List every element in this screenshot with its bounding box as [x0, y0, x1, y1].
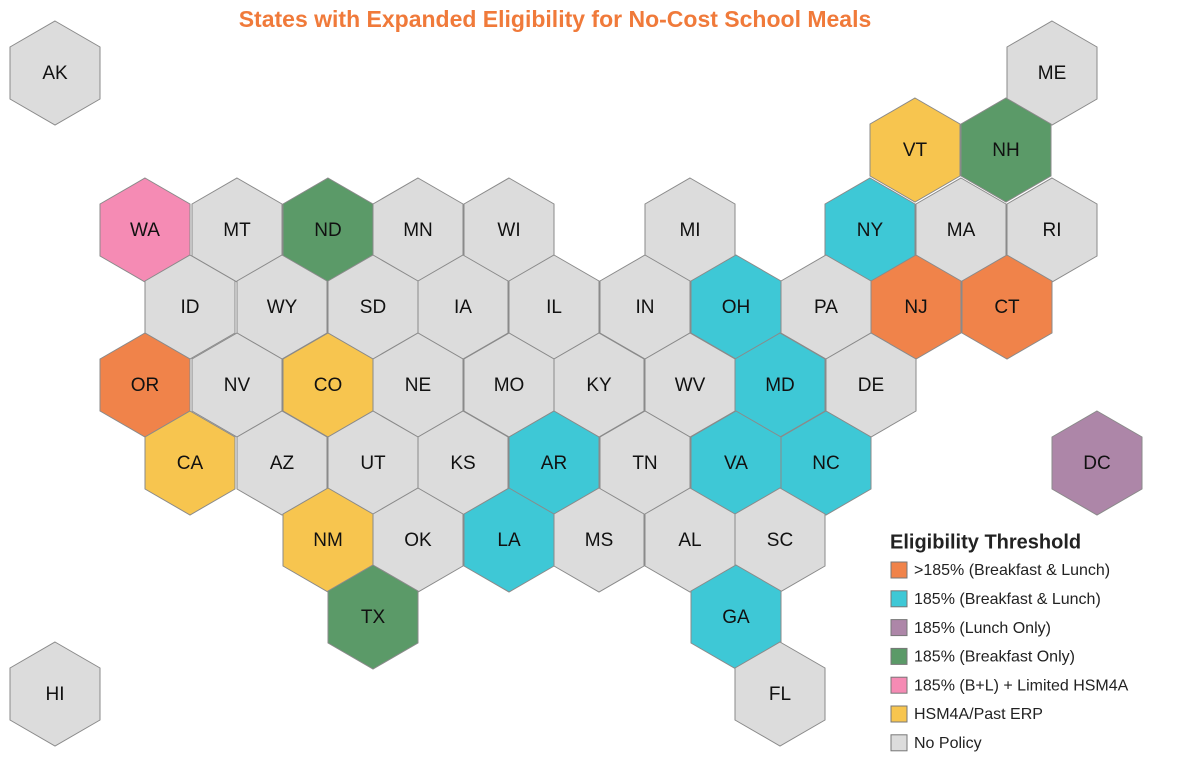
legend-label: 185% (Breakfast Only) — [914, 649, 1075, 666]
legend-label: HSM4A/Past ERP — [914, 706, 1043, 723]
legend-swatch — [890, 734, 908, 752]
state-label: AZ — [270, 453, 295, 474]
state-label: DE — [858, 375, 884, 396]
state-label: MS — [585, 530, 614, 551]
state-label: TN — [632, 453, 657, 474]
state-label: WV — [675, 375, 706, 396]
state-label: RI — [1043, 220, 1062, 241]
state-label: SD — [360, 297, 386, 318]
legend-label: 185% (Lunch Only) — [914, 620, 1051, 637]
state-hex — [961, 254, 1053, 360]
state-label: CT — [994, 297, 1020, 318]
legend-swatch — [890, 590, 908, 608]
state-label: LA — [497, 530, 521, 551]
state-label: CA — [177, 453, 204, 474]
state-label: WA — [130, 220, 160, 241]
state-label: OK — [404, 530, 432, 551]
state-hex — [553, 487, 645, 593]
state-label: KS — [450, 453, 475, 474]
state-label: VA — [724, 453, 748, 474]
state-label: ID — [181, 297, 200, 318]
state-label: MT — [223, 220, 251, 241]
state-label: MI — [679, 220, 700, 241]
state-label: FL — [769, 684, 791, 705]
state-label: OR — [131, 375, 160, 396]
state-label: ME — [1038, 63, 1067, 84]
legend-swatch — [890, 647, 908, 665]
state-hex — [1006, 20, 1098, 126]
state-label: AR — [541, 453, 567, 474]
state-label: NH — [992, 140, 1019, 161]
state-hex — [780, 410, 872, 516]
state-label: MN — [403, 220, 433, 241]
state-label: NC — [812, 453, 839, 474]
state-label: KY — [586, 375, 612, 396]
state-hex — [327, 564, 419, 670]
state-label: OH — [722, 297, 751, 318]
legend-swatch — [890, 619, 908, 637]
state-label: IN — [636, 297, 655, 318]
state-hex — [734, 641, 826, 747]
state-hex — [9, 641, 101, 747]
state-hex — [1051, 410, 1143, 516]
state-label: PA — [814, 297, 838, 318]
state-label: DC — [1083, 453, 1110, 474]
legend-label: 185% (B+L) + Limited HSM4A — [914, 677, 1129, 694]
state-label: MA — [947, 220, 976, 241]
state-label: WI — [497, 220, 520, 241]
legend-label: 185% (Breakfast & Lunch) — [914, 591, 1101, 608]
state-label: NE — [405, 375, 431, 396]
state-label: AK — [42, 63, 68, 84]
state-label: NV — [224, 375, 251, 396]
state-label: NJ — [904, 297, 927, 318]
state-hex — [236, 410, 328, 516]
state-label: AL — [678, 530, 701, 551]
legend-label: >185% (Breakfast & Lunch) — [914, 562, 1110, 579]
legend-label: No Policy — [914, 735, 982, 752]
state-label: CO — [314, 375, 343, 396]
state-label: ND — [314, 220, 341, 241]
map-title: States with Expanded Eligibility for No-… — [239, 6, 872, 32]
state-label: MO — [494, 375, 525, 396]
state-label: HI — [46, 684, 65, 705]
state-hex — [9, 20, 101, 126]
state-label: IA — [454, 297, 472, 318]
state-label: IL — [546, 297, 562, 318]
state-label: WY — [267, 297, 298, 318]
state-hex — [144, 410, 236, 516]
legend-swatch — [890, 705, 908, 723]
state-label: VT — [903, 140, 928, 161]
state-label: MD — [765, 375, 795, 396]
legend-swatch — [890, 676, 908, 694]
state-label: UT — [360, 453, 386, 474]
state-label: NY — [857, 220, 884, 241]
state-hex — [869, 97, 961, 203]
state-label: NM — [313, 530, 343, 551]
state-hex — [960, 97, 1052, 203]
state-label: GA — [722, 607, 750, 628]
state-label: SC — [767, 530, 793, 551]
state-label: TX — [361, 607, 386, 628]
legend-swatch — [890, 561, 908, 579]
legend-title: Eligibility Threshold — [890, 531, 1081, 553]
